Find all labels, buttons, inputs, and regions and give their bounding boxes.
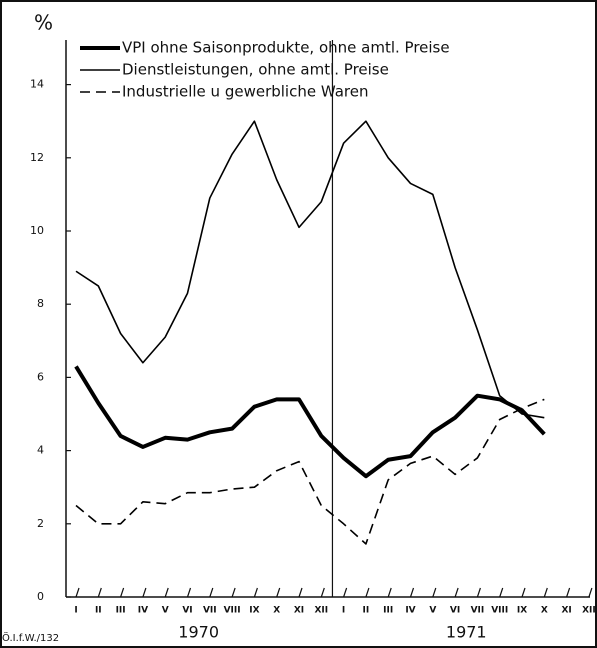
x-tick [276, 587, 281, 598]
x-tick-label: VII [203, 606, 217, 616]
legend-label: Industrielle u gewerbliche Waren [122, 83, 368, 101]
x-tick-label: VI [182, 606, 192, 616]
legend-label: Dienstleistungen, ohne amtl. Preise [122, 61, 389, 79]
x-tick-label: I [74, 606, 77, 616]
x-tick [365, 587, 370, 598]
x-tick [566, 587, 571, 598]
year-label: 1971 [446, 623, 487, 642]
x-tick-label: V [429, 606, 436, 616]
x-tick [521, 587, 526, 598]
x-tick-label: IV [405, 606, 415, 616]
source: Ö.I.f.W./132 [2, 631, 59, 644]
x-tick-label: X [541, 606, 548, 616]
x-tick [476, 587, 481, 598]
y-tick-label: 6 [37, 370, 44, 383]
x-tick [164, 587, 169, 598]
x-tick [320, 587, 325, 598]
x-tick-label: XII [582, 606, 596, 616]
x-tick-label: IX [517, 606, 527, 616]
x-tick-label: XI [561, 606, 571, 616]
x-tick-label: II [95, 606, 102, 616]
x-tick [120, 587, 125, 598]
x-tick [454, 587, 459, 598]
x-tick [209, 587, 214, 598]
x-tick [499, 587, 504, 598]
series-line [75, 120, 545, 419]
year-label: 1970 [178, 623, 219, 642]
x-tick-label: IX [249, 606, 259, 616]
y-tick-label: 12 [30, 151, 44, 164]
y-tick-label: 10 [30, 224, 44, 237]
x-tick-label: VI [450, 606, 460, 616]
x-tick [409, 587, 415, 598]
x-tick-label: V [162, 606, 169, 616]
legend-label: VPI ohne Saisonprodukte, ohne amtl. Prei… [122, 39, 450, 57]
y-tick-label: 2 [37, 517, 44, 530]
x-tick-label: VII [471, 606, 485, 616]
series-line [74, 365, 546, 479]
y-tick-label: 8 [37, 297, 44, 310]
x-tick-label: VIII [491, 606, 508, 616]
x-tick [75, 587, 80, 598]
x-tick [231, 587, 236, 598]
y-tick-label: 14 [30, 78, 44, 91]
x-tick-label: I [342, 606, 345, 616]
series-line [75, 398, 545, 545]
x-tick-label: XII [314, 606, 328, 616]
x-tick-label: IV [138, 606, 148, 616]
x-tick [387, 587, 392, 598]
x-tick [298, 587, 303, 598]
y-tick-label: 4 [37, 444, 44, 457]
x-tick [253, 587, 258, 598]
x-tick-label: VIII [224, 606, 241, 616]
x-tick-label: II [363, 606, 370, 616]
x-tick-label: XI [294, 606, 304, 616]
x-tick [186, 587, 192, 598]
y-axis-label: % [34, 11, 53, 35]
x-tick-label: III [116, 606, 126, 616]
x-tick-label: III [383, 606, 393, 616]
x-tick [97, 587, 102, 598]
x-tick [142, 587, 147, 598]
x-tick [343, 587, 348, 598]
x-tick [588, 587, 593, 598]
y-tick-label: 0 [37, 590, 44, 603]
x-tick [543, 587, 548, 598]
x-tick-label: X [273, 606, 280, 616]
x-tick [432, 587, 437, 598]
